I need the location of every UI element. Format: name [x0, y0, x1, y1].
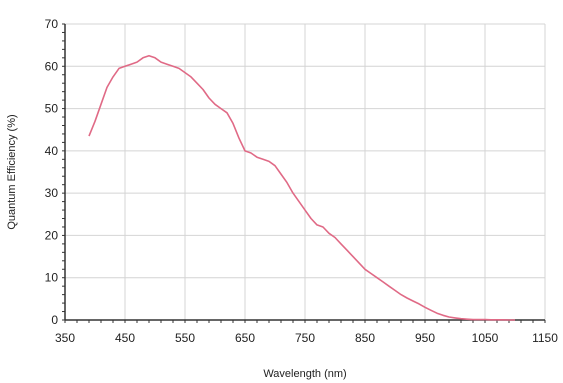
x-tick-label: 450	[115, 331, 135, 345]
x-tick-label: 950	[415, 331, 435, 345]
y-tick-label: 10	[45, 271, 59, 285]
qe-series-line	[88, 54, 515, 321]
tick-marks	[62, 23, 546, 323]
tick-labels: 350 450 550 650 750 850 950 1050 1150 0 10 20 30 40 50…	[45, 17, 559, 345]
x-tick-label: 1150	[532, 331, 558, 345]
y-tick-label: 60	[45, 59, 59, 73]
x-tick-label: 650	[235, 331, 255, 345]
y-tick-label: 70	[45, 17, 59, 31]
y-tick-label: 20	[45, 228, 59, 242]
grid-lines	[65, 23, 546, 320]
y-tick-label: 40	[45, 144, 59, 158]
series-layer	[88, 54, 515, 321]
x-tick-label: 850	[355, 331, 375, 345]
x-tick-label: 1050	[472, 331, 499, 345]
y-tick-label: 30	[45, 186, 59, 200]
x-axis-title: Wavelength (nm)	[263, 368, 346, 380]
y-tick-label: 50	[45, 102, 59, 116]
x-tick-label: 550	[175, 331, 195, 345]
y-tick-label: 0	[51, 313, 58, 327]
y-axis-title: Quantum Efficiency (%)	[6, 114, 18, 229]
x-tick-label: 750	[295, 331, 315, 345]
x-tick-label: 350	[55, 331, 75, 345]
